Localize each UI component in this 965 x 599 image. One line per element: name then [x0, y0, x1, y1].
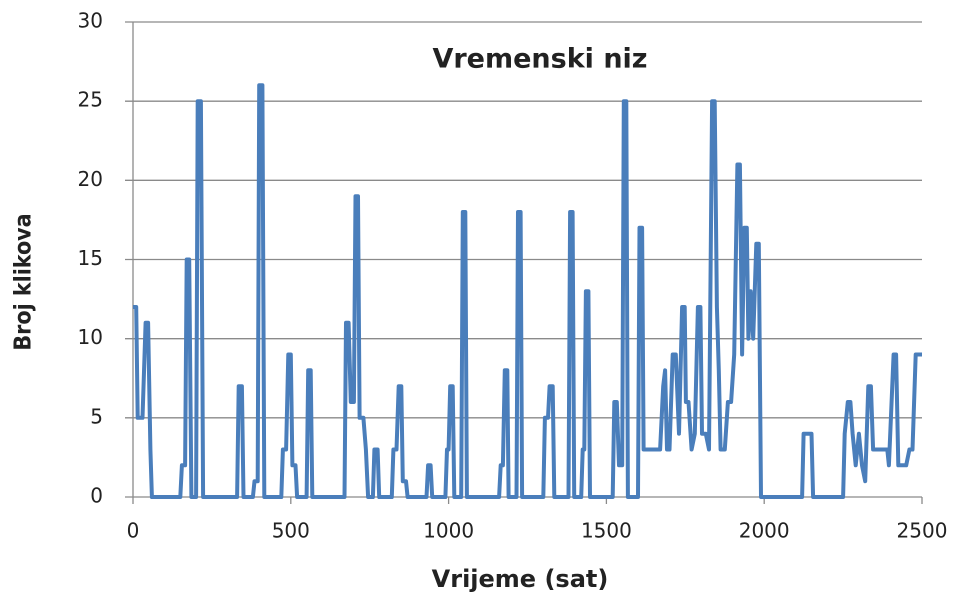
y-tick-label: 5 [90, 404, 103, 428]
data-line [133, 83, 922, 499]
x-tick-label: 2000 [739, 519, 790, 543]
x-tick-label: 0 [127, 519, 140, 543]
x-axis-label: Vrijeme (sat) [432, 565, 609, 593]
x-tick-label: 2500 [897, 519, 948, 543]
chart-title: Vremenski niz [432, 44, 647, 75]
y-tick-label: 25 [78, 88, 103, 112]
y-tick-label: 10 [78, 325, 103, 349]
x-tick-label: 1000 [423, 519, 474, 543]
y-tick-label: 0 [90, 484, 103, 508]
x-tick-label: 500 [272, 519, 310, 543]
y-tick-label: 15 [78, 246, 103, 270]
y-axis-label: Broj klikova [11, 213, 37, 350]
y-tick-label: 30 [78, 9, 103, 33]
y-tick-label: 20 [78, 167, 103, 191]
x-tick-label: 1500 [581, 519, 632, 543]
